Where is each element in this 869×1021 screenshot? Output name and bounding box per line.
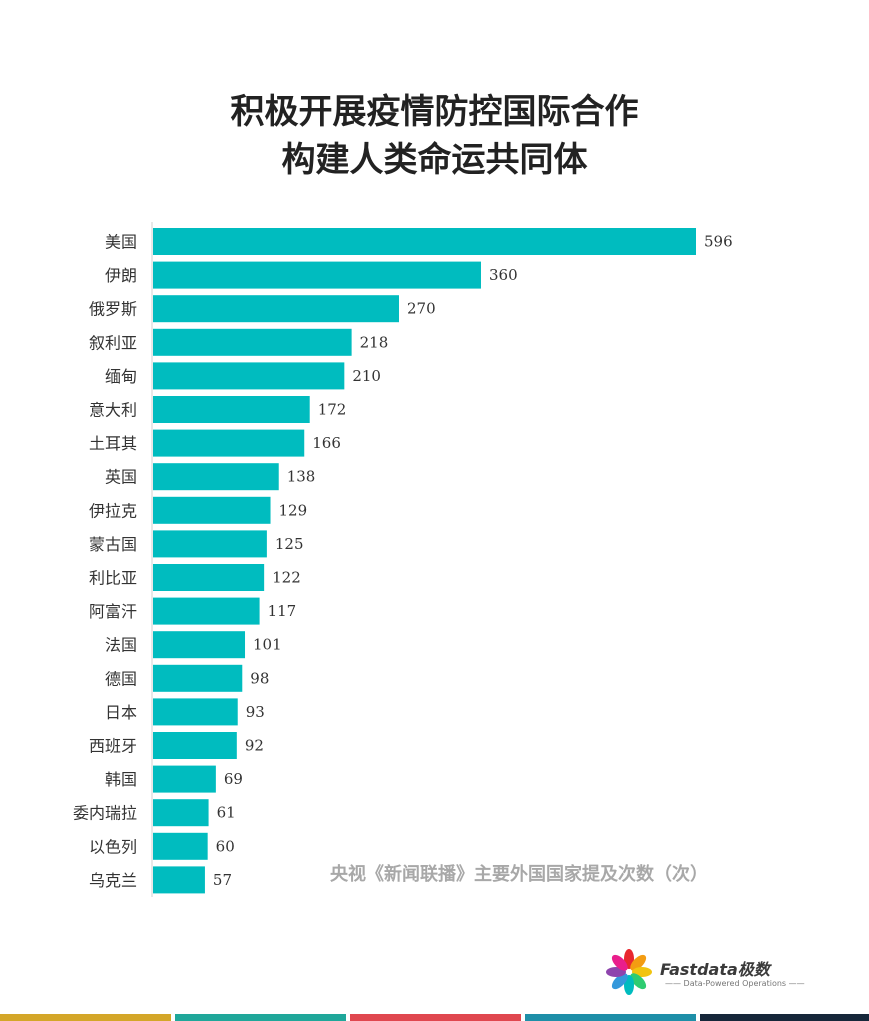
bar bbox=[153, 228, 696, 255]
value-label: 60 bbox=[216, 837, 235, 855]
category-label: 德国 bbox=[105, 669, 137, 688]
bar bbox=[153, 463, 279, 491]
bars-group: 美国 596 伊朗 360 俄罗斯 270 叙利亚 218 缅甸 210 意大利 172 土耳其 166 英… bbox=[73, 228, 733, 894]
bar bbox=[153, 295, 399, 323]
value-label: 172 bbox=[318, 401, 347, 419]
strip-segment bbox=[175, 1014, 346, 1021]
value-label: 360 bbox=[489, 266, 518, 284]
category-label: 英国 bbox=[105, 468, 137, 487]
chart-subtitle: 央视《新闻联播》主要外国国家提及次数（次） bbox=[330, 864, 708, 885]
logo-petal bbox=[611, 954, 628, 971]
fastdata-logo: Fastdata极数 —— Data-Powered Operations —— bbox=[605, 942, 805, 1002]
bar bbox=[153, 664, 243, 692]
category-label: 意大利 bbox=[89, 401, 137, 420]
logo-name: Fastdata极数 bbox=[660, 960, 770, 979]
logo-petal bbox=[630, 973, 647, 990]
bar bbox=[153, 564, 265, 591]
category-label: 美国 bbox=[105, 233, 137, 252]
chart-title-line-1: 积极开展疫情防控国际合作 bbox=[230, 92, 639, 132]
value-label: 101 bbox=[253, 636, 282, 654]
strip-segment bbox=[525, 1014, 696, 1021]
bar bbox=[153, 732, 237, 759]
strip-segment bbox=[0, 1014, 171, 1021]
bar bbox=[153, 597, 260, 625]
value-label: 98 bbox=[250, 669, 269, 687]
bar bbox=[153, 530, 267, 558]
bar bbox=[153, 866, 205, 894]
bar bbox=[153, 496, 271, 524]
strip-segment bbox=[700, 1014, 869, 1021]
bar bbox=[153, 396, 310, 423]
bar bbox=[153, 328, 352, 356]
bar bbox=[153, 832, 208, 860]
category-label: 委内瑞拉 bbox=[73, 804, 137, 823]
category-label: 乌克兰 bbox=[89, 871, 137, 890]
chart-title-line-2: 构建人类命运共同体 bbox=[281, 140, 588, 180]
bar bbox=[153, 631, 246, 659]
value-label: 122 bbox=[272, 569, 301, 587]
category-label: 伊拉克 bbox=[89, 501, 137, 520]
category-label: 法国 bbox=[105, 636, 137, 655]
bottom-color-strip bbox=[0, 1014, 869, 1021]
value-label: 93 bbox=[246, 703, 265, 721]
category-label: 西班牙 bbox=[89, 737, 137, 756]
category-label: 土耳其 bbox=[89, 434, 137, 453]
bar bbox=[153, 261, 481, 289]
logo-petal bbox=[630, 954, 647, 971]
value-label: 218 bbox=[360, 333, 389, 351]
value-label: 166 bbox=[312, 434, 341, 452]
category-label: 日本 bbox=[105, 703, 137, 722]
bar bbox=[153, 765, 216, 793]
value-label: 138 bbox=[287, 468, 316, 486]
logo-tagline: —— Data-Powered Operations —— bbox=[665, 979, 805, 988]
category-label: 伊朗 bbox=[105, 266, 137, 285]
value-label: 57 bbox=[213, 871, 232, 889]
bar bbox=[153, 362, 345, 390]
bar bbox=[153, 429, 305, 457]
logo-petal bbox=[611, 973, 628, 990]
value-label: 69 bbox=[224, 770, 243, 788]
value-label: 61 bbox=[217, 804, 236, 822]
bar bbox=[153, 698, 238, 726]
category-label: 俄罗斯 bbox=[89, 300, 137, 319]
category-label: 韩国 bbox=[105, 770, 137, 789]
value-label: 210 bbox=[352, 367, 381, 385]
category-label: 缅甸 bbox=[105, 367, 137, 386]
category-label: 阿富汗 bbox=[89, 602, 137, 621]
value-label: 129 bbox=[279, 501, 308, 519]
strip-segment bbox=[350, 1014, 521, 1021]
value-label: 117 bbox=[268, 602, 297, 620]
flower-logo-icon bbox=[606, 949, 652, 995]
bar bbox=[153, 799, 209, 827]
category-label: 叙利亚 bbox=[89, 333, 137, 352]
value-label: 270 bbox=[407, 300, 436, 318]
category-label: 以色列 bbox=[89, 837, 137, 856]
category-label: 利比亚 bbox=[89, 569, 137, 588]
value-label: 92 bbox=[245, 737, 264, 755]
category-label: 蒙古国 bbox=[89, 535, 137, 554]
value-label: 596 bbox=[704, 233, 733, 251]
value-label: 125 bbox=[275, 535, 304, 553]
